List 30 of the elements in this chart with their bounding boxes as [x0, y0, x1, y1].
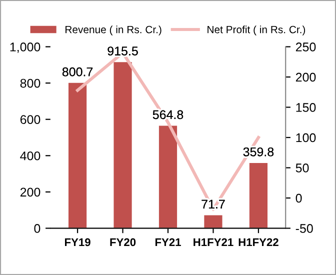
y2-tick-label: 0	[296, 194, 302, 203]
data-label: 800.7	[62, 67, 93, 76]
y2-tick-label: 150	[296, 103, 316, 112]
x-tick-label: FY19	[65, 238, 90, 246]
bar	[249, 162, 268, 228]
bar	[68, 82, 87, 228]
data-label: 71.7	[202, 200, 225, 208]
y2-tick-label: -50	[296, 224, 313, 233]
bar	[114, 62, 132, 228]
x-tick-label: FY21	[155, 238, 181, 246]
y2-tick-label: 100	[296, 133, 316, 142]
x-tick-label: H1FY21	[194, 238, 234, 246]
data-label: 915.5	[108, 46, 138, 56]
x-tick-label: FY20	[110, 238, 136, 246]
bar	[204, 215, 222, 228]
x-tick-label: H1FY22	[238, 238, 278, 246]
y-tick-label: 600	[20, 115, 40, 124]
y-tick-label: 400	[20, 151, 40, 160]
y-tick-label: 200	[20, 188, 40, 197]
data-label: 564.8	[152, 110, 184, 120]
y-tick-label: 0	[34, 224, 40, 233]
y2-tick-label: 50	[296, 164, 309, 172]
y2-tick-label: 250	[296, 42, 316, 52]
y-tick-label: 1,000	[10, 42, 40, 53]
bar	[158, 126, 178, 228]
y-tick-label: 800	[20, 78, 40, 88]
legend-label: Net Profit ( in Rs. Cr.)	[208, 26, 306, 36]
data-label: 359.8	[243, 147, 274, 156]
legend-label: Revenue ( in Rs. Cr.)	[66, 26, 162, 36]
y2-tick-label: 200	[296, 72, 316, 82]
